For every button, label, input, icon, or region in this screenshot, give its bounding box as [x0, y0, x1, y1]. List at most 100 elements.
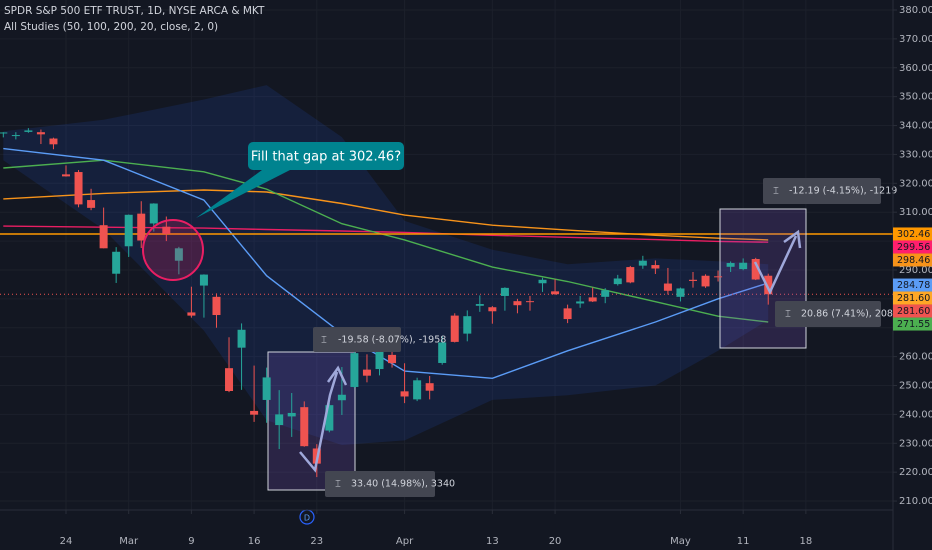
price-badge	[893, 253, 932, 267]
y-tick-label: 350.00	[899, 92, 932, 103]
candle-body	[500, 287, 509, 296]
x-tick-label: 23	[310, 536, 323, 547]
chart-subtitle: All Studies (50, 100, 200, 20, close, 2,…	[4, 21, 218, 33]
measure-label: -19.58 (-8.07%), -1958	[338, 335, 446, 346]
candle-body	[551, 291, 560, 295]
chart-title: SPDR S&P 500 ETF TRUST, 1D, NYSE ARCA & …	[4, 5, 265, 17]
candle-body	[74, 172, 83, 205]
candle-body	[689, 279, 697, 281]
x-tick-label: Apr	[396, 536, 414, 547]
arrow-head	[326, 365, 348, 386]
candle-body	[275, 414, 284, 426]
arrow-head	[783, 229, 802, 249]
candle-body	[325, 405, 334, 431]
measure-icon: ⌶	[785, 309, 791, 320]
candle-body	[300, 407, 309, 447]
candle-body	[626, 267, 635, 283]
price-badge-label: 271.55	[897, 319, 930, 330]
price-badge-label: 284.78	[897, 280, 930, 291]
price-badge	[893, 304, 932, 318]
price-badge-label: 281.60	[897, 306, 930, 317]
candle-body	[49, 138, 58, 145]
candle-body	[11, 135, 20, 137]
price-badge-label: 299.56	[897, 242, 930, 253]
candle-body	[99, 225, 108, 249]
candle-body	[225, 368, 234, 391]
y-tick-label: 330.00	[899, 149, 932, 160]
bollinger-band	[3, 85, 769, 445]
arrow	[753, 235, 798, 295]
callout-text: Fill that gap at 302.46?	[251, 150, 401, 165]
candle-body	[262, 377, 271, 400]
x-tick-label: 18	[799, 536, 812, 547]
candle-body	[463, 316, 472, 334]
candle-body	[638, 260, 647, 266]
candle-body	[701, 275, 710, 287]
price-badge-label: 281.60	[897, 293, 930, 304]
candle-body	[112, 251, 121, 274]
candle-body	[87, 200, 96, 208]
y-tick-label: 310.00	[899, 207, 932, 218]
candle-body	[350, 353, 359, 387]
measure-label-box	[775, 301, 881, 327]
candle-body	[576, 301, 585, 304]
candle-body	[588, 297, 597, 302]
candle-body	[751, 258, 760, 280]
axis-layer: 210.00220.00230.00240.00250.00260.00270.…	[60, 5, 932, 547]
x-tick-label: 16	[248, 536, 261, 547]
candle-body	[726, 263, 735, 267]
indicator-line	[3, 189, 769, 241]
x-tick-label: 9	[188, 536, 194, 547]
y-tick-label: 230.00	[899, 438, 932, 449]
candle-body	[651, 265, 660, 269]
y-tick-label: 360.00	[899, 63, 932, 74]
candle-body	[174, 248, 183, 261]
candle-body	[563, 308, 572, 320]
hline-layer	[0, 233, 893, 295]
y-tick-label: 370.00	[899, 34, 932, 45]
candle-body	[538, 279, 547, 284]
arrow	[299, 371, 339, 473]
candle-body	[513, 301, 522, 306]
candle-body	[162, 226, 171, 234]
y-tick-label: 220.00	[899, 467, 932, 478]
candle-body	[438, 342, 447, 363]
x-tick-label: 11	[737, 536, 750, 547]
candle-body	[212, 296, 221, 316]
candle-body	[337, 394, 346, 401]
candle-body	[450, 315, 459, 342]
callout-tail	[196, 170, 290, 218]
y-tick-label: 250.00	[899, 381, 932, 392]
candle-body	[663, 283, 672, 291]
price-badge	[893, 240, 932, 254]
x-tick-label: 24	[60, 536, 73, 547]
candle-body	[250, 410, 259, 415]
candle-body	[199, 274, 208, 286]
candle-body	[714, 276, 723, 278]
measure-label-box	[763, 178, 881, 204]
y-tick-label: 340.00	[899, 121, 932, 132]
measure-label-box	[325, 471, 435, 497]
price-badge-label: 302.46	[897, 229, 930, 240]
y-tick-label: 240.00	[899, 409, 932, 420]
event-text[interactable]: D	[304, 514, 310, 523]
grid	[0, 0, 893, 510]
price-badge-label: 298.46	[897, 255, 930, 266]
candle-body	[362, 369, 371, 376]
candle-body	[525, 301, 534, 303]
band-layer	[3, 85, 769, 445]
x-tick-label: May	[670, 536, 691, 547]
overlay-layer: Fill that gap at 302.46? ⌶ -19.58 (-8.07…	[142, 142, 899, 525]
indicator-line	[3, 159, 769, 323]
y-tick-label: 210.00	[899, 496, 932, 507]
y-tick-label: 380.00	[899, 5, 932, 16]
candle-body	[475, 304, 484, 306]
measure-icon: ⌶	[335, 479, 341, 490]
candle-body	[149, 203, 158, 224]
measure-icon: ⌶	[773, 186, 779, 197]
candle-body	[488, 307, 497, 312]
highlight-circle	[142, 219, 204, 281]
candle-body	[375, 351, 384, 370]
candle-body	[425, 383, 434, 391]
